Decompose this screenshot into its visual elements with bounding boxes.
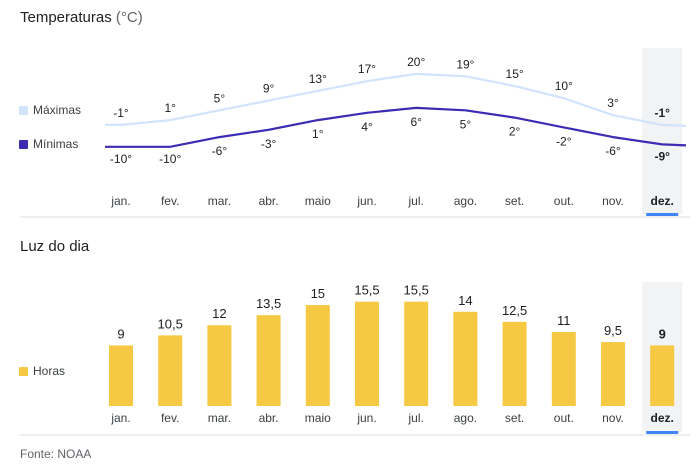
daylight-month-tick: maio (305, 411, 331, 425)
temp-month-tick: abr. (259, 194, 279, 208)
max-temp-label: 19° (456, 57, 474, 71)
daylight-value-label: 15,5 (404, 283, 429, 298)
daylight-bar (109, 345, 133, 406)
daylight-bar (404, 301, 429, 406)
temp-month-tick: set. (505, 194, 524, 208)
daylight-value-label: 12 (212, 306, 226, 321)
min-temp-label: -10° (159, 152, 181, 166)
daylight-value-label: 12,5 (502, 303, 527, 318)
max-temp-label: 10° (555, 79, 573, 93)
daylight-value-label: 9,5 (604, 323, 622, 338)
temperature-title-text: Temperaturas (20, 9, 112, 26)
min-temp-label: -6° (605, 144, 621, 158)
legend-max-swatch (19, 106, 28, 115)
daylight-selected-month-indicator (646, 431, 679, 434)
min-temp-label: 6° (410, 115, 422, 129)
temperature-title: Temperaturas (°C) (20, 9, 143, 26)
daylight-bar (207, 325, 232, 406)
daylight-month-tick: mar. (208, 411, 231, 425)
daylight-value-label: 15,5 (354, 283, 379, 298)
max-temp-label: -1° (654, 106, 670, 120)
max-temp-label: 9° (263, 82, 275, 96)
max-temp-label: 15° (506, 67, 524, 81)
daylight-bar (305, 305, 330, 406)
min-temp-label: 5° (460, 117, 472, 131)
daylight-month-tick: set. (505, 411, 524, 425)
temp-month-tick: dez. (651, 194, 674, 208)
daylight-month-tick: abr. (259, 411, 279, 425)
temp-month-tick: out. (554, 194, 574, 208)
min-temp-label: 2° (509, 125, 521, 139)
daylight-bar (601, 342, 625, 406)
daylight-bar (355, 301, 379, 406)
max-temp-label: 20° (407, 55, 425, 69)
daylight-value-label: 11 (557, 313, 571, 328)
max-temp-line (105, 72, 687, 127)
daylight-month-tick: dez. (651, 411, 674, 425)
temp-highlight-column (642, 48, 683, 214)
max-temp-label: 3° (607, 96, 619, 110)
daylight-value-label: 14 (458, 293, 472, 308)
min-temp-line (105, 106, 687, 148)
daylight-bar (650, 345, 675, 406)
source-credit: Fonte: NOAA (20, 447, 92, 461)
daylight-bar (158, 335, 183, 406)
temp-month-tick: jan. (110, 194, 130, 208)
max-temp-label: 13° (309, 72, 327, 86)
daylight-value-label: 15 (311, 286, 325, 301)
legend-min-swatch (19, 140, 28, 149)
min-temp-label: 4° (361, 120, 373, 134)
min-temp-label: -9° (654, 149, 670, 163)
min-temp-label: -10° (110, 152, 132, 166)
daylight-month-tick: fev. (161, 411, 179, 425)
legend-max-label: Máximas (33, 103, 82, 117)
daylight-month-tick: nov. (602, 411, 624, 425)
temp-month-tick: maio (305, 194, 331, 208)
temp-selected-month-indicator (646, 213, 679, 216)
temperature-unit: (°C) (115, 9, 143, 26)
daylight-month-tick: out. (554, 411, 574, 425)
temp-month-tick: fev. (161, 194, 179, 208)
temp-month-tick: jun. (356, 194, 376, 208)
temp-month-tick: mar. (208, 194, 231, 208)
daylight-value-label: 9 (659, 326, 666, 341)
daylight-title: Luz do dia (20, 238, 90, 255)
daylight-bar (502, 321, 527, 406)
daylight-month-tick: jun. (356, 411, 376, 425)
temp-month-tick: nov. (602, 194, 624, 208)
legend-hours-label: Horas (33, 364, 66, 378)
daylight-month-tick: jan. (110, 411, 130, 425)
max-temp-label: 5° (214, 91, 226, 105)
max-temp-label: 17° (358, 62, 376, 76)
max-temp-label: -1° (113, 106, 129, 120)
daylight-value-label: 9 (117, 326, 124, 341)
daylight-month-tick: ago. (454, 411, 477, 425)
daylight-bar (256, 315, 281, 406)
max-temp-label: 1° (164, 101, 176, 115)
daylight-month-tick: jul. (408, 411, 424, 425)
min-temp-label: -2° (556, 134, 572, 148)
daylight-bar (453, 311, 478, 406)
min-temp-label: -6° (212, 144, 228, 158)
daylight-value-label: 10,5 (158, 316, 183, 331)
min-temp-label: -3° (261, 137, 277, 151)
temp-month-tick: jul. (408, 194, 424, 208)
temp-month-tick: ago. (454, 194, 477, 208)
daylight-value-label: 13,5 (256, 296, 281, 311)
daylight-bar (551, 331, 576, 406)
legend-min-label: Mínimas (33, 137, 79, 151)
min-temp-label: 1° (312, 127, 324, 141)
legend-hours-swatch (19, 367, 28, 376)
